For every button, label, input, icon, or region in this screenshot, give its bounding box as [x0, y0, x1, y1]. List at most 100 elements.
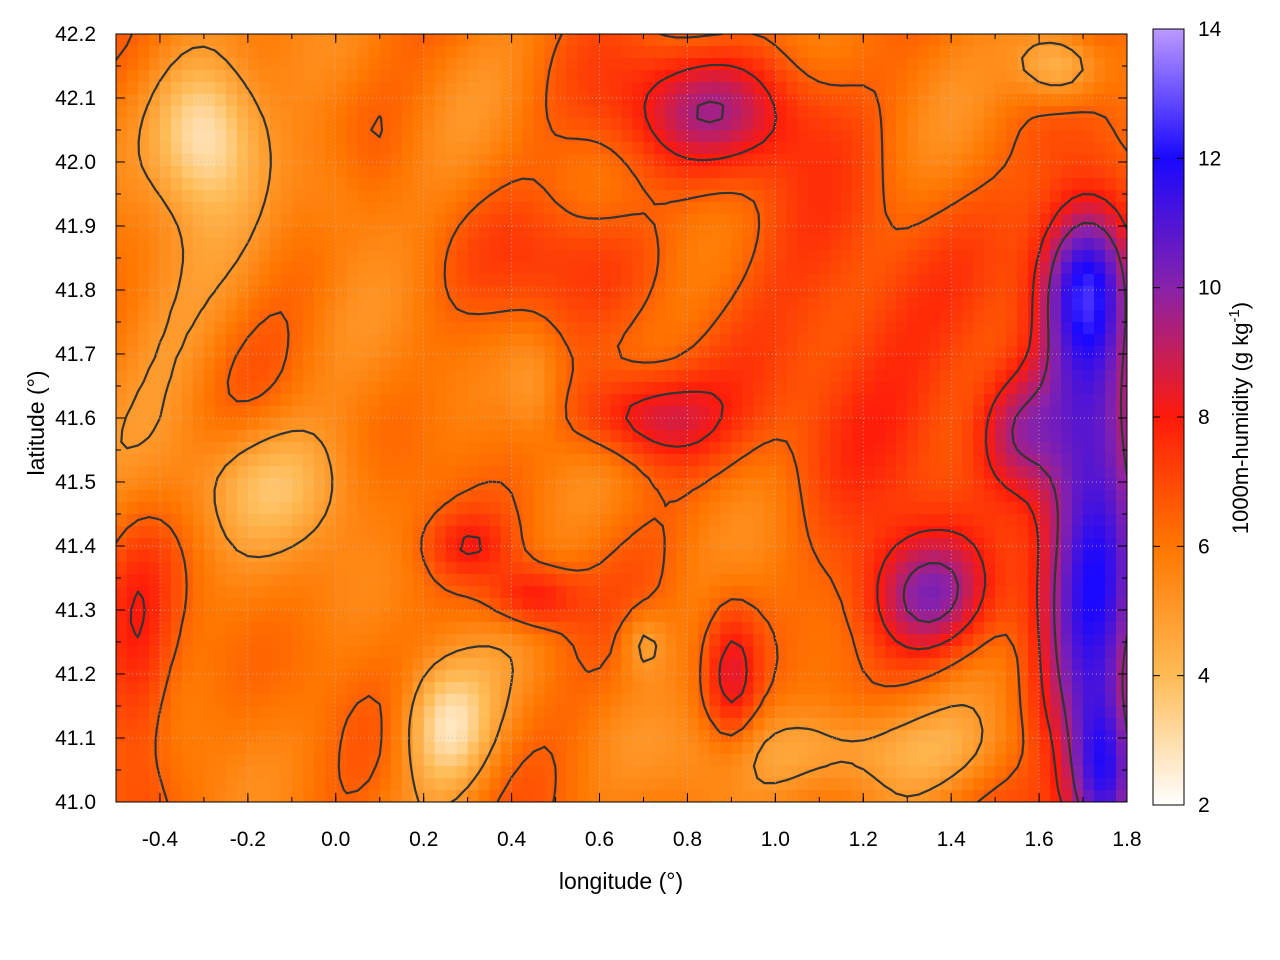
heatmap-cell — [214, 202, 227, 215]
heatmap-cell — [456, 442, 469, 455]
heatmap-cell — [852, 550, 864, 563]
heatmap-cell — [665, 658, 678, 671]
heatmap-cell — [1061, 286, 1073, 299]
heatmap-cell — [148, 634, 161, 647]
heatmap-cell — [687, 598, 700, 611]
heatmap-cell — [500, 394, 513, 407]
heatmap-cell — [665, 166, 678, 179]
heatmap-cell — [643, 130, 656, 143]
heatmap-cell — [225, 502, 238, 515]
heatmap-cell — [511, 370, 524, 383]
heatmap-cell — [676, 58, 689, 71]
heatmap-cell — [874, 526, 886, 539]
heatmap-cell — [1072, 442, 1084, 455]
heatmap-cell — [742, 634, 754, 647]
heatmap-cell — [786, 370, 798, 383]
heatmap-cell — [907, 346, 919, 359]
heatmap-cell — [467, 454, 480, 467]
heatmap-cell — [764, 454, 776, 467]
heatmap-cell — [489, 286, 502, 299]
heatmap-cell — [819, 130, 831, 143]
heatmap-cell — [533, 502, 546, 515]
heatmap-cell — [918, 82, 930, 95]
heatmap-cell — [1028, 634, 1040, 647]
heatmap-cell — [731, 298, 743, 311]
heatmap-cell — [808, 658, 820, 671]
heatmap-cell — [313, 370, 326, 383]
heatmap-cell — [214, 538, 227, 551]
heatmap-cell — [995, 358, 1007, 371]
heatmap-cell — [181, 238, 194, 251]
heatmap-cell — [797, 82, 809, 95]
heatmap-cell — [819, 418, 831, 431]
heatmap-cell — [940, 298, 952, 311]
heatmap-cell — [995, 322, 1007, 335]
heatmap-cell — [247, 394, 260, 407]
heatmap-cell — [720, 610, 732, 623]
heatmap-cell — [390, 262, 403, 275]
heatmap-cell — [940, 622, 952, 635]
heatmap-cell — [731, 550, 743, 563]
heatmap-cell — [236, 682, 249, 695]
heatmap-cell — [1006, 238, 1018, 251]
heatmap-cell — [1094, 586, 1106, 599]
heatmap-cell — [445, 226, 458, 239]
heatmap-cell — [522, 502, 535, 515]
heatmap-cell — [148, 370, 161, 383]
heatmap-cell — [116, 262, 128, 275]
heatmap-cell — [830, 106, 842, 119]
heatmap-cell — [478, 202, 491, 215]
heatmap-cell — [258, 58, 271, 71]
heatmap-cell — [841, 646, 853, 659]
heatmap-cell — [852, 106, 864, 119]
heatmap-cell — [577, 34, 590, 47]
heatmap-cell — [423, 310, 436, 323]
heatmap-cell — [1105, 346, 1117, 359]
heatmap-cell — [819, 94, 831, 107]
heatmap-cell — [203, 634, 216, 647]
heatmap-cell — [896, 622, 908, 635]
heatmap-cell — [500, 514, 513, 527]
heatmap-cell — [830, 634, 842, 647]
heatmap-cell — [841, 34, 853, 47]
heatmap-cell — [885, 142, 897, 155]
heatmap-cell — [709, 310, 721, 323]
heatmap-cell — [1017, 298, 1029, 311]
heatmap-cell — [709, 298, 721, 311]
heatmap-cell — [456, 430, 469, 443]
heatmap-cell — [445, 466, 458, 479]
heatmap-cell — [775, 82, 787, 95]
heatmap-cell — [940, 454, 952, 467]
heatmap-cell — [808, 478, 820, 491]
heatmap-cell — [302, 250, 315, 263]
heatmap-cell — [335, 94, 348, 107]
heatmap-cell — [764, 550, 776, 563]
heatmap-cell — [280, 382, 293, 395]
heatmap-cell — [984, 262, 996, 275]
heatmap-cell — [764, 610, 776, 623]
heatmap-cell — [951, 154, 963, 167]
heatmap-cell — [478, 70, 491, 83]
heatmap-cell — [1083, 382, 1095, 395]
heatmap-cell — [1028, 130, 1040, 143]
heatmap-cell — [863, 322, 875, 335]
heatmap-cell — [456, 82, 469, 95]
heatmap-cell — [1017, 514, 1029, 527]
heatmap-cell — [192, 178, 205, 191]
heatmap-cell — [566, 490, 579, 503]
heatmap-cell — [753, 94, 765, 107]
heatmap-cell — [742, 454, 754, 467]
heatmap-cell — [170, 574, 183, 587]
heatmap-cell — [412, 670, 425, 683]
heatmap-cell — [720, 490, 732, 503]
heatmap-cell — [203, 142, 216, 155]
heatmap-cell — [984, 394, 996, 407]
heatmap-cell — [1105, 562, 1117, 575]
heatmap-cell — [676, 526, 689, 539]
heatmap-cell — [522, 154, 535, 167]
heatmap-cell — [434, 550, 447, 563]
heatmap-cell — [236, 34, 249, 47]
heatmap-cell — [313, 322, 326, 335]
heatmap-cell — [522, 394, 535, 407]
heatmap-cell — [1006, 586, 1018, 599]
